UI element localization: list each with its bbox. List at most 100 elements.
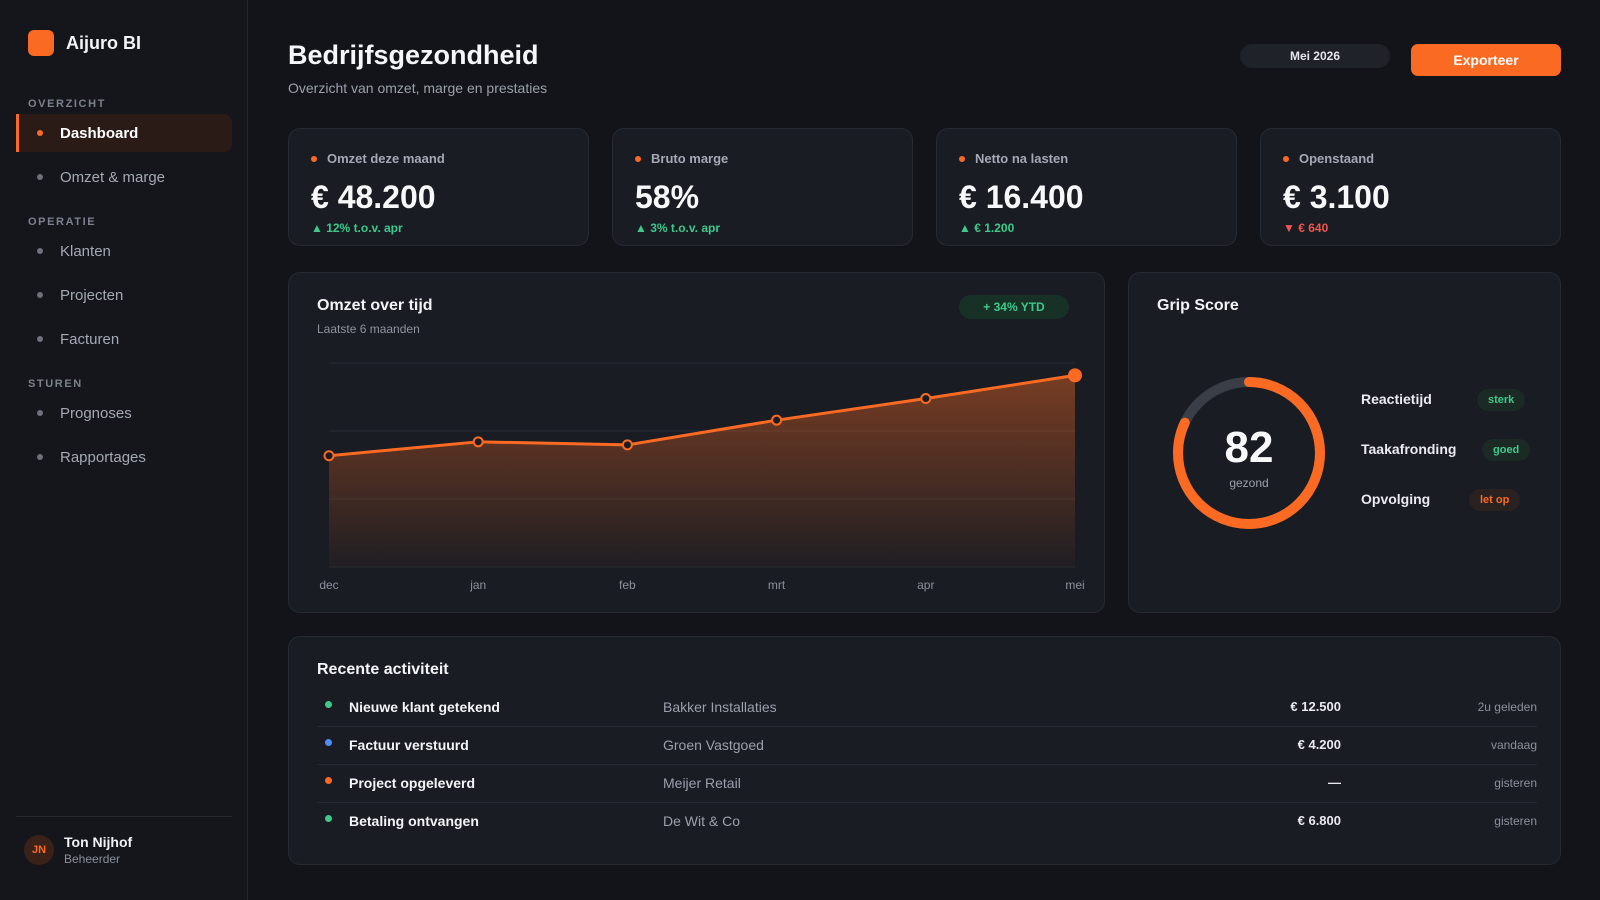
bullet-icon xyxy=(37,410,43,416)
data-point xyxy=(920,393,932,405)
brand-logo-icon xyxy=(28,30,54,56)
sidebar-item-prognoses[interactable]: Prognoses xyxy=(16,394,232,432)
avatar: JN xyxy=(24,835,54,865)
chart-title: Omzet over tijd xyxy=(317,297,433,314)
kpi-delta: ▼ € 640 xyxy=(1283,221,1329,235)
nav-section-sturen: STUREN xyxy=(28,378,83,390)
sidebar-item-rapportages[interactable]: Rapportages xyxy=(16,438,232,476)
kpi-label: Bruto marge xyxy=(651,151,729,166)
activity-title-cell: Factuur verstuurd xyxy=(349,737,469,753)
sidebar-item-label: Rapportages xyxy=(60,448,146,466)
table-row[interactable]: Nieuwe klant getekend Bakker Installatie… xyxy=(317,689,1537,727)
sidebar-item-dashboard[interactable]: Dashboard xyxy=(16,114,232,152)
brand-name: Aijuro BI xyxy=(66,32,141,53)
chart-subtitle: Laatste 6 maanden xyxy=(317,322,420,336)
metric-opvolging: Opvolging xyxy=(1361,491,1431,507)
activity-title-cell: Betaling ontvangen xyxy=(349,813,479,829)
kpi-value: 58% xyxy=(635,179,700,215)
brand[interactable]: Aijuro BI xyxy=(28,30,141,56)
kpi-label: Omzet deze maand xyxy=(327,151,445,166)
status-dot-icon xyxy=(325,701,332,708)
kpi-value: € 16.400 xyxy=(959,179,1084,215)
nav-section-operatie: OPERATIE xyxy=(28,216,97,228)
status-badge: sterk xyxy=(1477,389,1526,411)
x-tick-label: feb xyxy=(619,578,636,592)
grip-score-card: Grip Score 82 gezond Reactietijd sterk T… xyxy=(1128,272,1561,613)
x-tick-label: mrt xyxy=(768,578,786,592)
bullet-icon xyxy=(37,248,43,254)
data-point xyxy=(323,450,335,462)
activity-time-cell: 2u geleden xyxy=(1477,700,1537,714)
kpi-card-netto: Netto na lasten € 16.400 ▲ € 1.200 xyxy=(936,128,1237,246)
bullet-icon xyxy=(37,130,43,136)
grip-title: Grip Score xyxy=(1157,297,1239,314)
kpi-card-openstaand: Openstaand € 3.100 ▼ € 640 xyxy=(1260,128,1561,246)
page-subtitle: Overzicht van omzet, marge en prestaties xyxy=(288,80,548,96)
bullet-icon xyxy=(635,155,641,162)
activity-amount-cell: € 4.200 xyxy=(1297,737,1341,752)
kpi-delta: ▲ 12% t.o.v. apr xyxy=(311,221,403,235)
sidebar-item-label: Klanten xyxy=(60,242,111,260)
series-line xyxy=(328,373,1076,458)
user-profile[interactable]: JN Ton Nijhof Beheerder xyxy=(24,834,132,866)
activity-amount-cell: € 6.800 xyxy=(1297,813,1341,828)
kpi-value: € 48.200 xyxy=(311,179,436,215)
grip-score-value: 82 xyxy=(1224,423,1274,472)
page-title: Bedrijfsgezondheid xyxy=(288,40,539,70)
area-fill xyxy=(329,375,1075,567)
bullet-icon xyxy=(37,174,43,180)
x-tick-label: apr xyxy=(917,578,934,592)
activity-title: Recente activiteit xyxy=(317,661,449,678)
kpi-label: Netto na lasten xyxy=(975,151,1069,166)
x-tick-label: dec xyxy=(319,578,338,592)
kpi-delta: ▲ € 1.200 xyxy=(959,221,1015,235)
x-tick-label: jan xyxy=(469,578,486,592)
status-badge: let op xyxy=(1469,489,1521,511)
sidebar-item-facturen[interactable]: Facturen xyxy=(16,320,232,358)
activity-time-cell: gisteren xyxy=(1494,814,1537,828)
bullet-icon xyxy=(959,155,965,162)
kpi-card-bruto-marge: Bruto marge 58% ▲ 3% t.o.v. apr xyxy=(612,128,913,246)
sidebar: Aijuro BI OVERZICHT Dashboard Omzet & ma… xyxy=(0,0,248,900)
activity-title-cell: Project opgeleverd xyxy=(349,775,476,791)
activity-client-cell: Bakker Installaties xyxy=(663,699,777,715)
export-button[interactable]: Exporteer xyxy=(1411,44,1561,76)
bullet-icon xyxy=(37,292,43,298)
sidebar-item-label: Projecten xyxy=(60,286,124,304)
sidebar-item-label: Prognoses xyxy=(60,404,132,422)
activity-title-cell: Nieuwe klant getekend xyxy=(349,699,500,715)
data-point xyxy=(472,436,484,448)
data-point xyxy=(1068,368,1082,383)
metric-reactietijd: Reactietijd xyxy=(1361,391,1432,407)
user-name: Ton Nijhof xyxy=(64,834,133,850)
activity-client-cell: Meijer Retail xyxy=(663,775,741,791)
period-selector[interactable]: Mei 2026 xyxy=(1240,44,1390,68)
table-row[interactable]: Factuur verstuurd Groen Vastgoed € 4.200… xyxy=(317,727,1537,765)
nav-section-overzicht: OVERZICHT xyxy=(28,98,106,110)
metric-taakafronding: Taakafronding xyxy=(1361,441,1457,457)
revenue-chart: dec jan feb mrt apr mei xyxy=(319,362,1085,592)
activity-amount-cell: — xyxy=(1328,775,1341,790)
kpi-delta: ▲ 3% t.o.v. apr xyxy=(635,221,721,235)
bullet-icon xyxy=(1283,155,1289,162)
kpi-card-omzet: Omzet deze maand € 48.200 ▲ 12% t.o.v. a… xyxy=(288,128,589,246)
bullet-icon xyxy=(311,155,317,162)
kpi-label: Openstaand xyxy=(1299,151,1375,166)
data-point xyxy=(621,439,633,451)
status-dot-icon xyxy=(325,739,332,746)
sidebar-item-projecten[interactable]: Projecten xyxy=(16,276,232,314)
activity-client-cell: De Wit & Co xyxy=(663,813,741,829)
activity-amount-cell: € 12.500 xyxy=(1290,699,1341,714)
revenue-chart-card: dec jan feb mrt apr mei Omzet over tijd Laats… xyxy=(288,272,1105,613)
bullet-icon xyxy=(37,336,43,342)
table-row[interactable]: Project opgeleverd Meijer Retail — giste… xyxy=(317,765,1537,803)
sidebar-item-omzet-marge[interactable]: Omzet & marge xyxy=(16,158,232,196)
user-role: Beheerder xyxy=(64,852,121,866)
table-row[interactable]: Betaling ontvangen De Wit & Co € 6.800 g… xyxy=(317,803,1537,841)
activity-card: Recente activiteit Nieuwe klant getekend… xyxy=(288,636,1561,865)
sidebar-item-label: Dashboard xyxy=(60,124,139,142)
status-dot-icon xyxy=(325,777,332,784)
sidebar-item-label: Omzet & marge xyxy=(60,168,166,186)
sidebar-item-klanten[interactable]: Klanten xyxy=(16,232,232,270)
status-badge: goed xyxy=(1482,439,1531,461)
